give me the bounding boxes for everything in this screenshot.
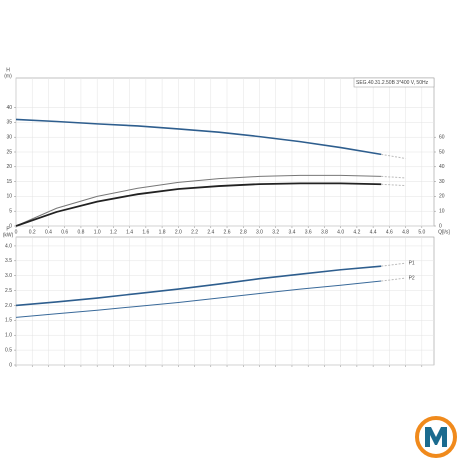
y2-tick-label: 40	[439, 164, 445, 170]
y-tick-label: 3.0	[5, 273, 12, 279]
y2-tick-label: 60	[439, 135, 445, 141]
x-tick-label: 3.8	[321, 229, 328, 235]
y-tick-label: 1.0	[5, 333, 12, 339]
y-tick-label: 40	[6, 105, 12, 111]
x-tick-label: 2.2	[191, 229, 198, 235]
series-line	[381, 262, 406, 267]
series-line	[15, 174, 382, 227]
y-tick-label: 0	[9, 362, 12, 368]
logo	[415, 416, 457, 458]
x-tick-label: 3.6	[305, 229, 312, 235]
x-tick-label: 0.8	[77, 229, 84, 235]
x-tick-label: 3.4	[288, 229, 295, 235]
y-tick-label: 2.0	[5, 303, 12, 309]
x-tick-label: 0.2	[29, 229, 36, 235]
x-tick-label: 1.0	[94, 229, 101, 235]
x-tick-label: 2.0	[175, 229, 182, 235]
y-tick-label: 30	[6, 135, 12, 141]
x-tick-label: 0.6	[61, 229, 68, 235]
x-tick-label: 1.8	[159, 229, 166, 235]
x-tick-label: 4.8	[402, 229, 409, 235]
x-tick-label: 4.2	[353, 229, 360, 235]
x-tick-label: 2.8	[240, 229, 247, 235]
series-line	[15, 118, 382, 156]
y-tick-label: 35	[6, 120, 12, 126]
y-axis-label: H	[6, 67, 10, 73]
x-tick-label: 1.6	[142, 229, 149, 235]
y-axis-unit: (m)	[4, 73, 12, 79]
x-tick-label: 1.2	[110, 229, 117, 235]
x-tick-label: 3.0	[256, 229, 263, 235]
series-line	[381, 153, 406, 160]
curve-label: P1	[409, 261, 415, 267]
y2-tick-label: 0	[439, 223, 442, 229]
y-tick-label: 3.5	[5, 258, 12, 264]
series-line	[381, 277, 406, 282]
chart-title: SEG.40.31.2.50B 3*400 V, 50Hz	[356, 80, 429, 86]
x-tick-label: 0	[15, 229, 18, 235]
y-tick-label: 15	[6, 179, 12, 185]
y2-tick-label: 10	[439, 209, 445, 215]
series-line	[15, 280, 382, 318]
plot-area	[15, 236, 435, 366]
series-line	[15, 182, 382, 227]
x-tick-label: 2.6	[224, 229, 231, 235]
curve-label: P2	[409, 275, 415, 281]
x-tick-label: 1.4	[126, 229, 133, 235]
x-axis-label: Q[l/s]	[438, 229, 450, 235]
logo-ring	[415, 416, 457, 458]
logo-letter	[425, 427, 447, 447]
x-tick-label: 4.4	[370, 229, 377, 235]
x-tick-label: 2.4	[207, 229, 214, 235]
x-tick-label: 4.0	[337, 229, 344, 235]
y-tick-label: 10	[6, 194, 12, 200]
y-axis-label: P	[6, 226, 10, 232]
y-tick-label: 0	[9, 223, 12, 229]
y-tick-label: 1.5	[5, 318, 12, 324]
series-line	[381, 175, 406, 179]
y-tick-label: 20	[6, 164, 12, 170]
series-line	[15, 265, 382, 307]
y-tick-label: 25	[6, 149, 12, 155]
x-tick-label: 3.2	[272, 229, 279, 235]
y2-tick-label: 20	[439, 194, 445, 200]
x-tick-label: 4.6	[386, 229, 393, 235]
y-tick-label: 5	[9, 209, 12, 215]
y-tick-label: 4.0	[5, 243, 12, 249]
y2-tick-label: 50	[439, 149, 445, 155]
title-box	[353, 77, 435, 88]
y-tick-label: 0.5	[5, 347, 12, 353]
x-tick-label: 5.0	[418, 229, 425, 235]
y-axis-unit: (kW)	[3, 232, 14, 238]
series-line	[381, 183, 406, 187]
y-tick-label: 2.5	[5, 288, 12, 294]
x-tick-label: 0.4	[45, 229, 52, 235]
y2-tick-label: 30	[439, 179, 445, 185]
